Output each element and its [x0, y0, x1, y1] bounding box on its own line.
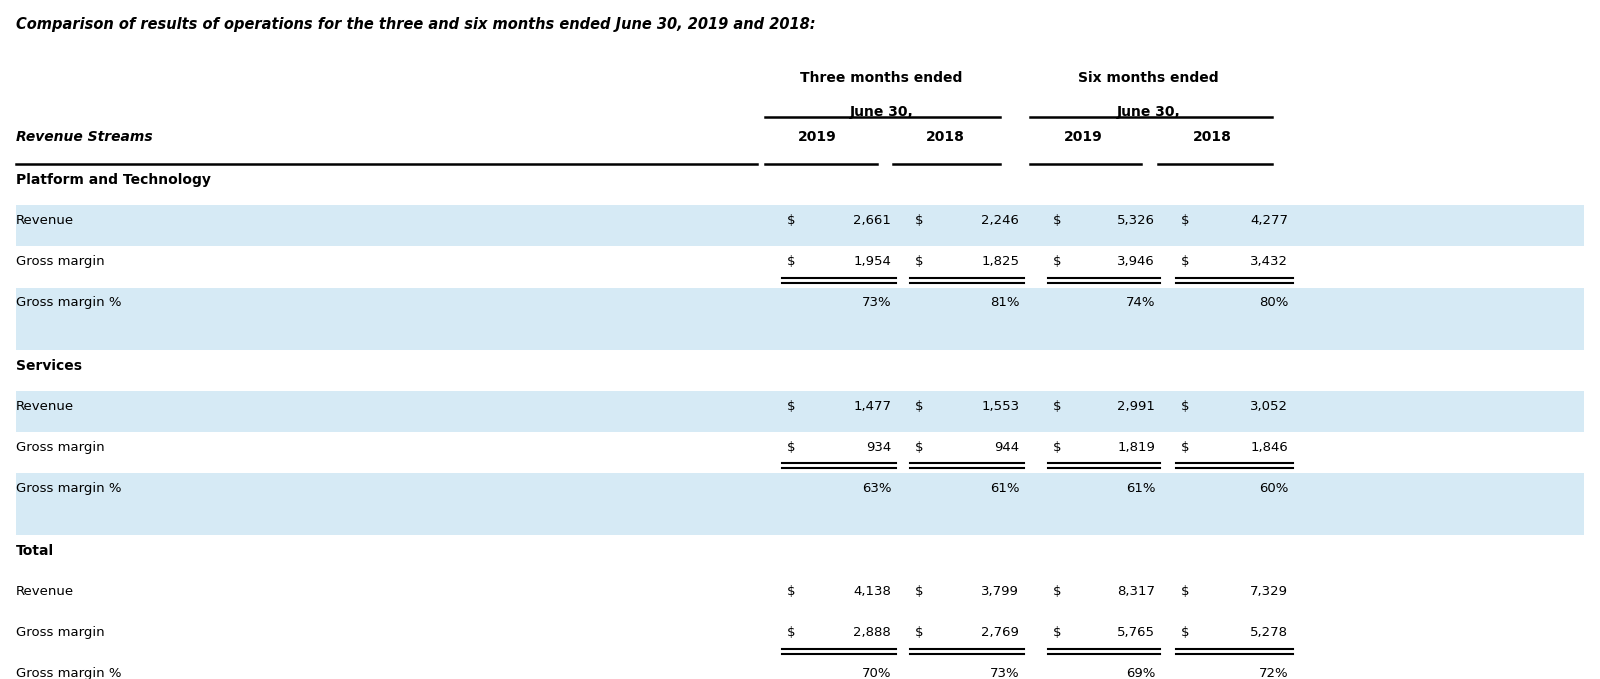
Text: Revenue Streams: Revenue Streams	[16, 130, 152, 145]
Text: 60%: 60%	[1259, 482, 1288, 495]
Text: Gross margin: Gross margin	[16, 441, 104, 454]
Text: $: $	[1053, 215, 1061, 227]
Text: 80%: 80%	[1259, 296, 1288, 310]
Text: $: $	[915, 626, 923, 639]
Text: 2,991: 2,991	[1117, 399, 1155, 413]
Text: $: $	[787, 626, 795, 639]
Text: 63%: 63%	[862, 482, 891, 495]
Text: 73%: 73%	[861, 296, 891, 310]
Bar	[16, 288, 1584, 329]
Text: Total: Total	[16, 544, 54, 558]
Text: 8,317: 8,317	[1117, 585, 1155, 598]
Bar	[16, 164, 1584, 205]
Bar	[16, 329, 1584, 350]
Bar	[16, 617, 1584, 659]
Text: 2,888: 2,888	[853, 626, 891, 639]
Text: 934: 934	[866, 441, 891, 454]
Text: $: $	[1181, 626, 1189, 639]
Bar	[16, 659, 1584, 679]
Bar	[16, 514, 1584, 535]
Text: 3,432: 3,432	[1250, 255, 1288, 268]
Text: 81%: 81%	[990, 296, 1019, 310]
Text: $: $	[1181, 585, 1189, 598]
Text: 2,661: 2,661	[853, 215, 891, 227]
Text: $: $	[1181, 215, 1189, 227]
Bar	[16, 576, 1584, 617]
Text: 1,825: 1,825	[981, 255, 1019, 268]
Text: Services: Services	[16, 359, 82, 373]
Text: $: $	[1053, 585, 1061, 598]
Text: 61%: 61%	[990, 482, 1019, 495]
Text: $: $	[915, 585, 923, 598]
Text: Gross margin: Gross margin	[16, 255, 104, 268]
Text: Platform and Technology: Platform and Technology	[16, 173, 211, 187]
Text: Revenue: Revenue	[16, 399, 74, 413]
Text: $: $	[1053, 399, 1061, 413]
Text: 2,769: 2,769	[981, 626, 1019, 639]
Text: 2,246: 2,246	[981, 215, 1019, 227]
Text: June 30,: June 30,	[1117, 105, 1181, 120]
Text: $: $	[915, 441, 923, 454]
Bar	[16, 391, 1584, 432]
Text: 5,326: 5,326	[1117, 215, 1155, 227]
Text: $: $	[787, 399, 795, 413]
Text: $: $	[915, 255, 923, 268]
Text: Gross margin %: Gross margin %	[16, 482, 122, 495]
Bar	[16, 350, 1584, 391]
Text: 73%: 73%	[989, 667, 1019, 679]
Text: 1,477: 1,477	[853, 399, 891, 413]
Text: Gross margin: Gross margin	[16, 626, 104, 639]
Text: $: $	[1053, 626, 1061, 639]
Text: Comparison of results of operations for the three and six months ended June 30, : Comparison of results of operations for …	[16, 17, 816, 32]
Text: 1,819: 1,819	[1117, 441, 1155, 454]
Bar	[16, 246, 1584, 288]
Text: 2019: 2019	[1064, 130, 1102, 145]
Text: $: $	[1053, 255, 1061, 268]
Bar	[16, 205, 1584, 246]
Text: $: $	[787, 441, 795, 454]
Text: 2018: 2018	[926, 130, 965, 145]
Text: 1,553: 1,553	[981, 399, 1019, 413]
Text: 5,278: 5,278	[1250, 626, 1288, 639]
Text: June 30,: June 30,	[850, 105, 914, 120]
Text: 3,799: 3,799	[981, 585, 1019, 598]
Text: $: $	[1181, 399, 1189, 413]
Text: $: $	[915, 215, 923, 227]
Bar	[16, 535, 1584, 576]
Text: $: $	[915, 399, 923, 413]
Text: 2019: 2019	[798, 130, 837, 145]
Text: $: $	[787, 585, 795, 598]
Text: $: $	[1181, 441, 1189, 454]
Text: Gross margin %: Gross margin %	[16, 667, 122, 679]
Text: Revenue: Revenue	[16, 215, 74, 227]
Text: $: $	[1181, 255, 1189, 268]
Text: Gross margin %: Gross margin %	[16, 296, 122, 310]
Text: 1,954: 1,954	[853, 255, 891, 268]
Text: 69%: 69%	[1126, 667, 1155, 679]
Text: 3,052: 3,052	[1250, 399, 1288, 413]
Text: $: $	[787, 255, 795, 268]
Text: 2018: 2018	[1194, 130, 1232, 145]
Text: Revenue: Revenue	[16, 585, 74, 598]
Text: Six months ended: Six months ended	[1078, 71, 1219, 86]
Text: 61%: 61%	[1126, 482, 1155, 495]
Text: 4,138: 4,138	[853, 585, 891, 598]
Text: Three months ended: Three months ended	[800, 71, 963, 86]
Text: 72%: 72%	[1258, 667, 1288, 679]
Text: 74%: 74%	[1126, 296, 1155, 310]
Text: 3,946: 3,946	[1117, 255, 1155, 268]
Text: 5,765: 5,765	[1117, 626, 1155, 639]
Text: $: $	[1053, 441, 1061, 454]
Text: 1,846: 1,846	[1250, 441, 1288, 454]
Text: 944: 944	[994, 441, 1019, 454]
Bar	[16, 473, 1584, 514]
Bar	[16, 432, 1584, 473]
Text: 7,329: 7,329	[1250, 585, 1288, 598]
Text: 4,277: 4,277	[1250, 215, 1288, 227]
Text: 70%: 70%	[862, 667, 891, 679]
Text: $: $	[787, 215, 795, 227]
